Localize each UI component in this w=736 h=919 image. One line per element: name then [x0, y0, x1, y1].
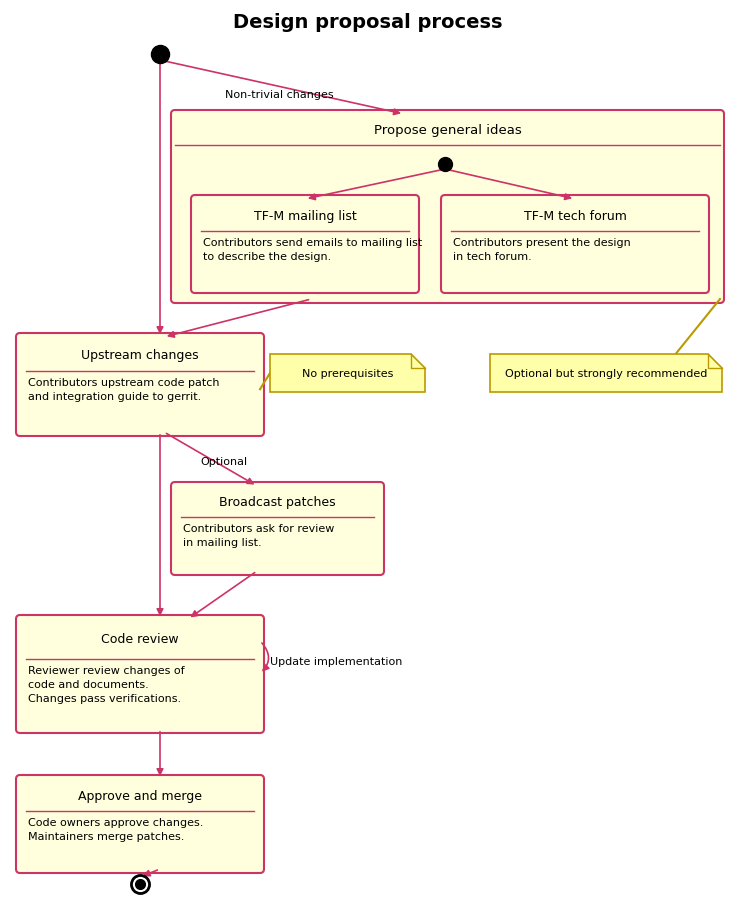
- Text: Broadcast patches: Broadcast patches: [219, 495, 336, 508]
- Text: Reviewer review changes of
code and documents.
Changes pass verifications.: Reviewer review changes of code and docu…: [28, 664, 185, 703]
- Text: Update implementation: Update implementation: [270, 656, 403, 666]
- FancyBboxPatch shape: [16, 775, 264, 873]
- FancyBboxPatch shape: [191, 196, 419, 294]
- FancyBboxPatch shape: [171, 482, 384, 575]
- Text: Contributors present the design
in tech forum.: Contributors present the design in tech …: [453, 238, 631, 262]
- Text: Code review: Code review: [101, 632, 179, 645]
- Text: Contributors upstream code patch
and integration guide to gerrit.: Contributors upstream code patch and int…: [28, 378, 219, 402]
- FancyBboxPatch shape: [16, 334, 264, 437]
- Text: Design proposal process: Design proposal process: [233, 13, 503, 31]
- Polygon shape: [270, 355, 425, 392]
- Text: Code owners approve changes.
Maintainers merge patches.: Code owners approve changes. Maintainers…: [28, 818, 203, 842]
- Text: Upstream changes: Upstream changes: [81, 348, 199, 361]
- Text: TF-M mailing list: TF-M mailing list: [254, 210, 356, 222]
- Text: Contributors send emails to mailing list
to describe the design.: Contributors send emails to mailing list…: [203, 238, 422, 262]
- Text: No prerequisites: No prerequisites: [302, 369, 393, 379]
- Text: Optional but strongly recommended: Optional but strongly recommended: [505, 369, 707, 379]
- Text: TF-M tech forum: TF-M tech forum: [523, 210, 626, 222]
- Polygon shape: [490, 355, 722, 392]
- Text: Non-trivial changes: Non-trivial changes: [225, 90, 333, 100]
- FancyBboxPatch shape: [441, 196, 709, 294]
- Text: Contributors ask for review
in mailing list.: Contributors ask for review in mailing l…: [183, 523, 334, 547]
- FancyBboxPatch shape: [16, 616, 264, 733]
- Text: Approve and merge: Approve and merge: [78, 789, 202, 801]
- Text: Propose general ideas: Propose general ideas: [374, 124, 521, 137]
- Text: Optional: Optional: [200, 457, 247, 467]
- FancyBboxPatch shape: [171, 111, 724, 303]
